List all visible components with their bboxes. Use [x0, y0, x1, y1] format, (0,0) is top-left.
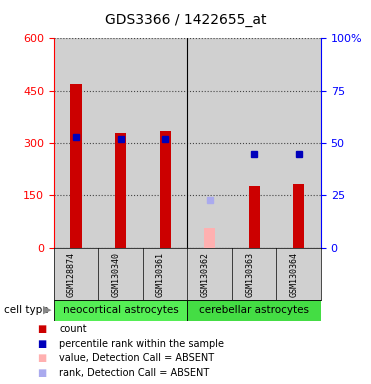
- Bar: [54, 300, 187, 321]
- Bar: [70, 84, 82, 248]
- Text: ■: ■: [37, 353, 46, 363]
- Text: GSM130363: GSM130363: [245, 252, 254, 297]
- Bar: [143, 38, 187, 248]
- Bar: [54, 38, 98, 248]
- Bar: [232, 38, 276, 248]
- Text: GSM128874: GSM128874: [67, 252, 76, 297]
- Text: ■: ■: [37, 339, 46, 349]
- Text: percentile rank within the sample: percentile rank within the sample: [59, 339, 224, 349]
- Bar: [160, 131, 171, 248]
- Text: GSM130362: GSM130362: [201, 252, 210, 297]
- Text: value, Detection Call = ABSENT: value, Detection Call = ABSENT: [59, 353, 214, 363]
- Text: GSM130364: GSM130364: [290, 252, 299, 297]
- Bar: [187, 38, 232, 248]
- Text: ▶: ▶: [43, 305, 51, 315]
- Bar: [249, 185, 260, 248]
- Text: GSM130361: GSM130361: [156, 252, 165, 297]
- Bar: [115, 132, 126, 248]
- Text: rank, Detection Call = ABSENT: rank, Detection Call = ABSENT: [59, 368, 210, 378]
- Text: count: count: [59, 324, 87, 334]
- Text: GSM130340: GSM130340: [112, 252, 121, 297]
- Text: cell type: cell type: [4, 305, 48, 315]
- Text: cerebellar astrocytes: cerebellar astrocytes: [199, 305, 309, 315]
- Bar: [276, 38, 321, 248]
- Bar: [204, 228, 215, 248]
- Bar: [187, 300, 321, 321]
- Text: ■: ■: [37, 368, 46, 378]
- Text: ■: ■: [37, 324, 46, 334]
- Text: neocortical astrocytes: neocortical astrocytes: [63, 305, 178, 315]
- Text: GDS3366 / 1422655_at: GDS3366 / 1422655_at: [105, 13, 266, 27]
- Bar: [98, 38, 143, 248]
- Bar: [293, 184, 304, 248]
